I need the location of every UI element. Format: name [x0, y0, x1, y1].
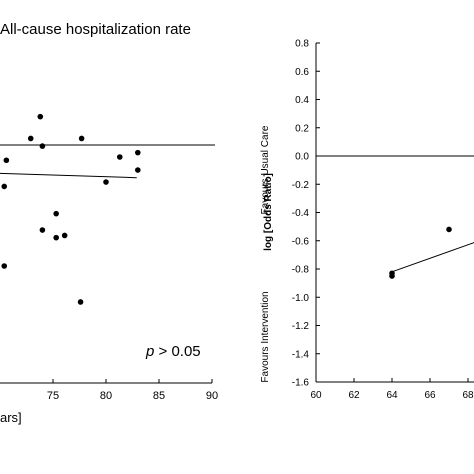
left-data-point [135, 149, 141, 156]
right-y-tick-label: -1.2 [292, 321, 310, 332]
right-x-tick-label: 64 [386, 390, 398, 401]
left-data-point [39, 143, 46, 149]
right-fit-line [391, 242, 474, 273]
left-x-tick-label: 80 [100, 390, 112, 402]
left-fit-line [0, 172, 137, 179]
right-x-ticks: 60 62 64 66 68 [310, 378, 474, 401]
left-data-point [61, 232, 68, 239]
left-chart-title: All-cause hospitalization rate [0, 21, 191, 38]
left-data-point [135, 167, 141, 173]
p-value-annotation: p > 0.05 [145, 343, 201, 360]
left-x-tick-label: 90 [206, 390, 218, 402]
left-data-point [53, 210, 59, 217]
left-data-point [103, 179, 109, 185]
favours-usual-care-label: Favours Usual Care [260, 125, 271, 214]
left-x-axis-label: ars] [0, 410, 22, 425]
right-y-tick-label: 0.2 [295, 123, 309, 134]
right-y-tick-label: -0.2 [292, 180, 310, 191]
right-y-ticks: 0.8 0.6 0.4 0.2 0.0 -0.2 -0.4 -0.6 -0.8 -1.0 -1.2 -… [292, 39, 320, 389]
left-data-point [1, 183, 8, 190]
favours-intervention-label: Favours Intervention [260, 291, 271, 382]
left-data-point [27, 135, 34, 142]
right-y-tick-label: 0.6 [295, 67, 309, 78]
left-data-point [1, 263, 8, 269]
left-data-point [53, 234, 59, 241]
left-data-point [77, 299, 84, 305]
right-y-tick-label: 0.8 [295, 39, 309, 50]
right-x-tick-label: 60 [310, 390, 322, 401]
left-data-point [3, 157, 10, 164]
right-y-tick-label: -1.0 [292, 293, 310, 304]
left-chart-panel: All-cause hospitalization rate 75 80 85 90 … [0, 21, 218, 425]
right-chart-panel: 0.8 0.6 0.4 0.2 0.0 -0.2 -0.4 -0.6 -0.8 -1.0 -1.2 -… [260, 39, 474, 401]
right-y-tick-label: -0.8 [292, 265, 310, 276]
left-data-point [37, 113, 44, 120]
right-y-tick-label: -1.4 [292, 349, 310, 360]
left-points [1, 113, 141, 305]
right-y-tick-label: 0.4 [295, 95, 309, 106]
p-value-symbol: p [145, 343, 154, 360]
right-x-tick-label: 66 [424, 390, 436, 401]
right-y-tick-label: -0.6 [292, 236, 310, 247]
right-data-point [446, 226, 452, 233]
left-data-point [39, 227, 46, 233]
p-value-text: > 0.05 [154, 343, 200, 360]
left-data-point [78, 135, 85, 142]
right-y-tick-label: -0.4 [292, 208, 310, 219]
left-x-tick-label: 75 [47, 390, 59, 402]
right-x-tick-label: 62 [348, 390, 360, 401]
left-x-ticks: 75 80 85 90 [47, 379, 218, 402]
right-x-tick-label: 68 [462, 390, 474, 401]
right-y-tick-label: 0.0 [295, 152, 309, 163]
left-x-tick-label: 85 [153, 390, 165, 402]
right-y-axis-label: log [Odds Ratio] [263, 173, 274, 251]
right-y-tick-label: -1.6 [292, 378, 310, 389]
right-points [389, 226, 452, 279]
left-data-point [116, 154, 123, 160]
right-data-point [389, 273, 395, 279]
